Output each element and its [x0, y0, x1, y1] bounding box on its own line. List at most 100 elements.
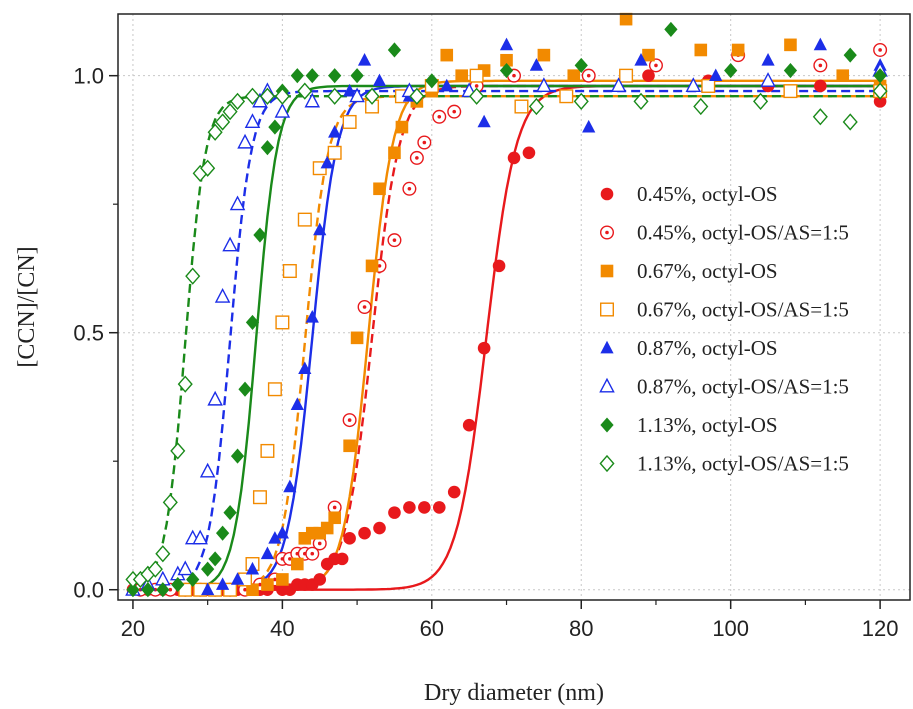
data-point	[432, 109, 447, 124]
data-point	[260, 443, 275, 458]
data-point	[455, 69, 468, 82]
data-point	[290, 397, 304, 411]
data-point	[214, 287, 231, 303]
y-axis-title: [CCN]/[CN]	[14, 246, 40, 367]
marker-shape	[447, 485, 461, 499]
data-point	[246, 583, 259, 597]
data-point	[783, 84, 798, 99]
data-point	[873, 42, 888, 57]
data-point	[760, 72, 776, 87]
data-point	[155, 545, 171, 563]
data-point	[223, 505, 237, 521]
data-point	[701, 78, 716, 93]
data-point	[784, 38, 797, 52]
marker-center-dot	[377, 264, 382, 268]
data-point	[259, 87, 275, 105]
data-point	[648, 58, 663, 73]
data-point	[327, 87, 343, 105]
data-point	[709, 68, 723, 82]
legend-label: 0.45%, octyl-OS/AS=1:5	[637, 221, 849, 245]
marker-center-dot	[288, 557, 292, 561]
legend-label: 1.13%, octyl-OS	[637, 413, 778, 437]
data-point	[290, 68, 304, 84]
y-tick-label: 1.0	[73, 64, 104, 89]
data-point	[387, 233, 402, 248]
data-point	[573, 92, 589, 111]
data-point	[244, 113, 261, 129]
legend-item: 0.45%, octyl-OS	[600, 182, 778, 206]
data-point	[469, 87, 485, 105]
legend-marker	[599, 454, 615, 473]
legend-marker	[600, 187, 614, 201]
data-point	[529, 58, 544, 71]
data-point	[469, 68, 484, 83]
marker-center-dot	[818, 63, 823, 68]
data-point	[372, 73, 387, 87]
data-point	[642, 48, 655, 62]
data-point	[514, 99, 529, 114]
data-point	[610, 77, 627, 93]
marker-shape	[522, 146, 536, 160]
marker-shape	[814, 79, 827, 93]
legend-item: 0.67%, octyl-OS	[600, 259, 778, 283]
data-point	[245, 314, 260, 330]
data-point	[320, 521, 334, 535]
legend-label: 0.45%, octyl-OS	[637, 182, 778, 206]
data-point	[260, 546, 275, 560]
data-point	[268, 531, 282, 544]
data-point	[873, 68, 887, 84]
data-point	[305, 546, 320, 561]
data-point	[350, 68, 364, 84]
marker-shape	[462, 418, 476, 432]
data-point	[230, 572, 245, 585]
data-point	[409, 150, 424, 165]
data-point	[417, 135, 432, 150]
data-point	[388, 506, 401, 519]
x-tick-label: 120	[862, 616, 899, 641]
data-point	[304, 92, 321, 108]
marker-shape	[388, 506, 401, 519]
data-point	[843, 47, 857, 63]
marker-center-dot	[362, 305, 367, 309]
data-point	[291, 557, 304, 571]
data-point	[238, 381, 252, 397]
x-tick-label: 20	[121, 616, 145, 641]
data-point	[252, 490, 267, 505]
marker-shape	[873, 95, 887, 108]
marker-shape	[600, 187, 614, 201]
y-tick-label: 0.0	[73, 578, 104, 603]
data-point	[192, 529, 208, 545]
marker-center-dot	[243, 587, 247, 592]
marker-center-dot	[605, 230, 609, 235]
data-point	[836, 69, 850, 82]
data-point	[343, 83, 357, 97]
legend-label: 1.13%, octyl-OS/AS=1:5	[637, 452, 849, 476]
data-point	[207, 390, 223, 406]
marker-shape	[358, 526, 371, 540]
data-point	[528, 97, 544, 116]
data-point	[492, 259, 506, 273]
marker-shape	[492, 259, 506, 273]
data-point	[282, 264, 297, 279]
data-point	[403, 501, 416, 514]
axis-ticks: 20 40 60 80 100 120 0.0 0.5 1.0	[73, 64, 898, 641]
data-point	[313, 222, 327, 236]
legend-item: 0.87%, octyl-OS	[600, 336, 778, 360]
x-tick-label: 40	[270, 616, 294, 641]
data-point	[297, 82, 313, 100]
data-point	[222, 103, 238, 121]
marker-shape	[373, 521, 386, 535]
data-point	[364, 87, 380, 105]
data-point	[373, 182, 386, 196]
data-point	[177, 375, 193, 393]
marker-center-dot	[310, 551, 315, 556]
data-point	[388, 146, 401, 160]
data-point	[873, 95, 887, 108]
data-point	[477, 114, 491, 128]
legend-item: 0.45%, octyl-OS/AS=1:5	[600, 221, 849, 245]
data-point	[447, 485, 461, 499]
data-point	[619, 12, 633, 26]
data-point	[268, 119, 282, 135]
data-point	[440, 78, 454, 92]
data-point	[418, 501, 431, 514]
